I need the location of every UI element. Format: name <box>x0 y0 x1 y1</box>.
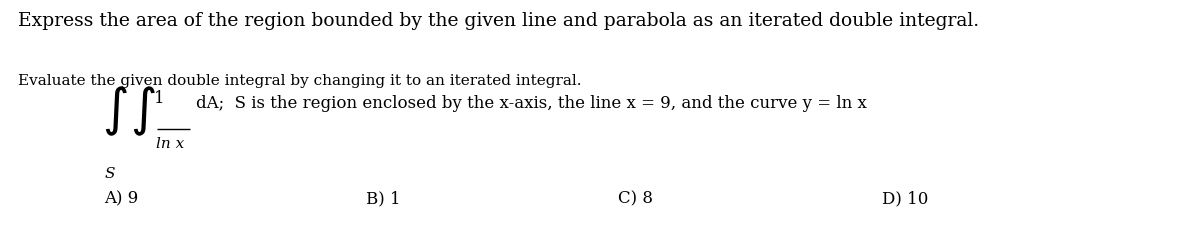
Text: S: S <box>104 166 115 180</box>
Text: 1: 1 <box>155 90 164 107</box>
Text: Express the area of the region bounded by the given line and parabola as an iter: Express the area of the region bounded b… <box>18 12 979 30</box>
Text: dA;  S is the region enclosed by the x-axis, the line x = 9, and the curve y = l: dA; S is the region enclosed by the x-ax… <box>196 94 866 111</box>
Text: D) 10: D) 10 <box>882 189 929 206</box>
Text: C) 8: C) 8 <box>618 189 653 206</box>
Text: $\int$: $\int$ <box>102 84 127 137</box>
Text: $\int$: $\int$ <box>130 84 155 137</box>
Text: Evaluate the given double integral by changing it to an iterated integral.: Evaluate the given double integral by ch… <box>18 74 582 88</box>
Text: B) 1: B) 1 <box>366 189 401 206</box>
Text: A) 9: A) 9 <box>104 189 139 206</box>
Text: ln x: ln x <box>156 136 185 150</box>
